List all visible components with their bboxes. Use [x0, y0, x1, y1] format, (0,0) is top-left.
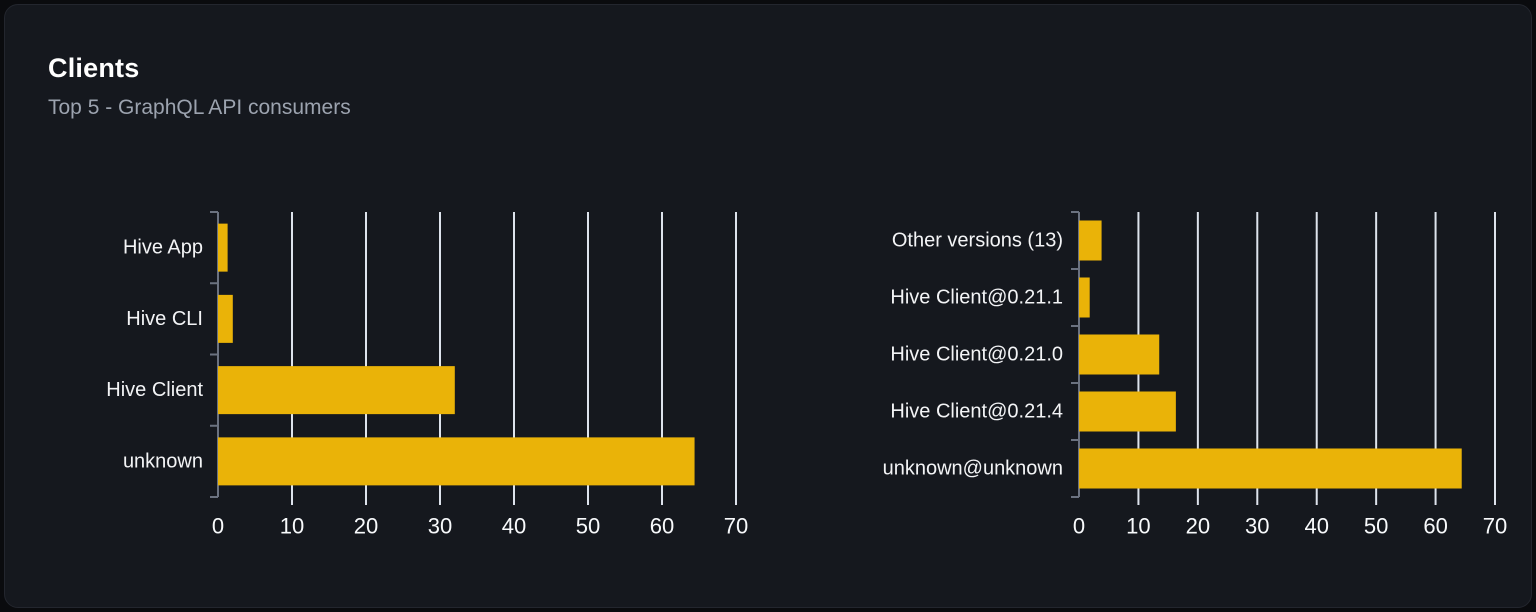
category-label: Hive Client@0.21.1 — [890, 287, 1063, 309]
x-tick-label: 10 — [280, 514, 304, 539]
x-tick-label: 70 — [724, 514, 748, 539]
card-subtitle: Top 5 - GraphQL API consumers — [48, 96, 351, 119]
x-tick-label: 50 — [1364, 514, 1388, 539]
x-tick-label: 40 — [502, 514, 526, 539]
x-tick-label: 30 — [1245, 514, 1269, 539]
x-tick-label: 20 — [1186, 514, 1210, 539]
bar-unknown — [218, 437, 695, 486]
bar-other-versions-13- — [1079, 220, 1102, 261]
card-header: Clients Top 5 - GraphQL API consumers — [48, 53, 351, 120]
bar-unknown-unknown — [1079, 448, 1462, 489]
bar-hive-cli — [218, 294, 233, 343]
card-title: Clients — [48, 53, 140, 83]
clients-card: Clients Top 5 - GraphQL API consumers Hi… — [4, 4, 1532, 608]
x-tick-label: 10 — [1126, 514, 1150, 539]
bar-hive-client-0-21-0 — [1079, 334, 1160, 375]
x-tick-label: 0 — [1073, 514, 1085, 539]
category-label: Hive Client — [106, 379, 203, 401]
category-label: unknown@unknown — [883, 458, 1063, 480]
client-versions-bar-chart: Other versions (13) Hive Client@0.21.1 Hiv… — [883, 211, 1507, 539]
bar-hive-client-0-21-4 — [1079, 391, 1176, 432]
x-tick-label: 50 — [576, 514, 600, 539]
category-label: Hive Client@0.21.0 — [890, 344, 1063, 366]
category-label: Hive Client@0.21.4 — [890, 401, 1063, 423]
clients-bar-chart: Hive App Hive CLI Hive Client unknown 0 10 20 3… — [106, 211, 748, 539]
bar-hive-client — [218, 366, 455, 415]
category-label: unknown — [123, 450, 203, 472]
bar-hive-app — [218, 223, 228, 272]
x-tick-label: 70 — [1483, 514, 1507, 539]
x-tick-label: 60 — [1423, 514, 1447, 539]
x-tick-label: 20 — [354, 514, 378, 539]
x-tick-label: 40 — [1304, 514, 1328, 539]
x-tick-label: 30 — [428, 514, 452, 539]
bar-hive-client-0-21-1 — [1079, 277, 1090, 318]
category-label: Other versions (13) — [892, 230, 1063, 252]
x-tick-label: 60 — [650, 514, 674, 539]
category-label: Hive App — [123, 237, 203, 259]
x-tick-label: 0 — [212, 514, 224, 539]
category-label: Hive CLI — [126, 308, 203, 330]
